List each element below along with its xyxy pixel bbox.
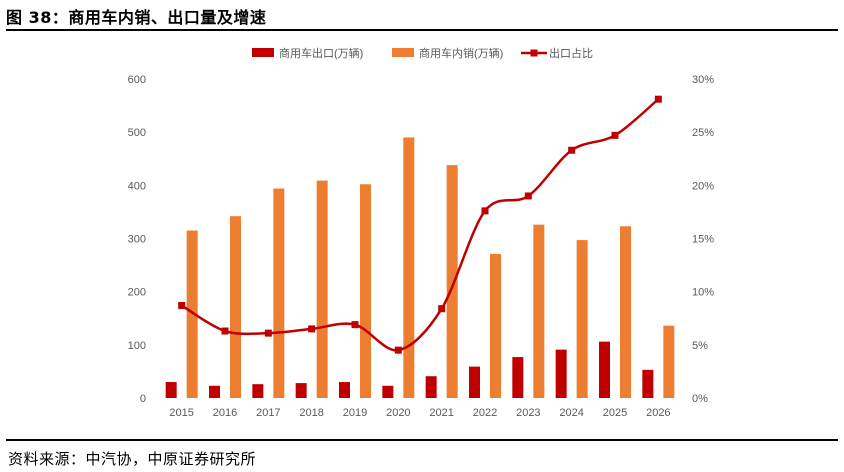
domestic-bar bbox=[273, 188, 285, 398]
y-right-tick-label: 20% bbox=[692, 180, 714, 192]
y-right-tick-label: 30% bbox=[692, 74, 714, 86]
x-tick-label: 2022 bbox=[473, 407, 497, 419]
legend-swatch-export bbox=[252, 48, 274, 57]
export-ratio-marker bbox=[654, 95, 662, 103]
y-right-tick-label: 15% bbox=[692, 234, 714, 246]
legend-label-export: 商用车出口(万辆) bbox=[279, 46, 363, 60]
x-tick-label: 2026 bbox=[646, 407, 670, 419]
export-ratio-marker bbox=[524, 192, 532, 200]
y-left-tick-label: 300 bbox=[128, 234, 146, 246]
domestic-bar bbox=[576, 240, 588, 398]
export-bar bbox=[295, 383, 307, 398]
x-tick-label: 2021 bbox=[429, 407, 453, 419]
export-ratio-marker bbox=[394, 346, 402, 354]
y-right-tick-label: 25% bbox=[692, 127, 714, 139]
x-tick-label: 2015 bbox=[169, 407, 193, 419]
export-ratio-marker bbox=[178, 301, 186, 309]
y-right-tick-label: 10% bbox=[692, 287, 714, 299]
legend-label-ratio: 出口占比 bbox=[549, 46, 593, 60]
export-bar bbox=[599, 341, 610, 398]
export-bar bbox=[209, 385, 220, 398]
domestic-bar bbox=[663, 325, 675, 398]
x-tick-label: 2025 bbox=[603, 407, 627, 419]
x-tick-label: 2017 bbox=[256, 407, 280, 419]
export-bar bbox=[252, 384, 264, 398]
export-bar bbox=[642, 369, 654, 398]
domestic-bar bbox=[360, 184, 371, 398]
y-left-tick-label: 0 bbox=[140, 393, 146, 405]
domestic-bar bbox=[186, 230, 198, 398]
export-bar bbox=[512, 357, 524, 398]
y-left-tick-label: 200 bbox=[128, 287, 146, 299]
export-ratio-marker bbox=[308, 325, 316, 333]
export-ratio-marker bbox=[481, 207, 489, 215]
combo-chart: 0 100 200 300 400 500 600 0% 5% 10% 15% 20% 25% 30% 20… bbox=[128, 46, 715, 419]
export-ratio-marker bbox=[221, 327, 229, 335]
x-tick-label: 2024 bbox=[559, 407, 583, 419]
domestic-bar bbox=[533, 224, 545, 398]
title-rule bbox=[6, 29, 838, 31]
export-bar bbox=[469, 366, 480, 398]
figure-title: 图 38：商用车内销、出口量及增速 bbox=[6, 8, 267, 27]
domestic-bar bbox=[490, 253, 501, 398]
export-bar bbox=[165, 382, 177, 398]
y-left-tick-label: 400 bbox=[128, 180, 146, 192]
export-bar bbox=[555, 349, 567, 398]
y-right-tick-label: 0% bbox=[692, 393, 708, 405]
domestic-bar bbox=[446, 165, 458, 398]
y-left-tick-label: 600 bbox=[128, 74, 146, 86]
export-bar bbox=[425, 376, 437, 398]
export-ratio-marker bbox=[438, 305, 446, 313]
export-ratio-marker bbox=[568, 146, 576, 154]
legend-label-domestic: 商用车内销(万辆) bbox=[419, 46, 503, 60]
export-bar bbox=[382, 385, 394, 398]
x-tick-label: 2016 bbox=[213, 407, 237, 419]
x-tick-label: 2019 bbox=[343, 407, 367, 419]
x-tick-label: 2023 bbox=[516, 407, 540, 419]
legend-swatch-domestic bbox=[392, 48, 414, 57]
y-left-tick-label: 100 bbox=[128, 340, 146, 352]
x-tick-label: 2018 bbox=[299, 407, 323, 419]
y-right-tick-label: 5% bbox=[692, 340, 708, 352]
y-left-tick-label: 500 bbox=[128, 127, 146, 139]
export-ratio-marker bbox=[611, 131, 619, 139]
domestic-bar bbox=[403, 137, 415, 398]
export-ratio-marker bbox=[351, 321, 359, 329]
domestic-bar bbox=[316, 180, 328, 398]
export-bar bbox=[339, 382, 350, 398]
x-tick-label: 2020 bbox=[386, 407, 410, 419]
domestic-bar bbox=[230, 216, 241, 398]
domestic-bar bbox=[620, 226, 631, 398]
legend-swatch-ratio-marker bbox=[530, 49, 538, 57]
export-ratio-marker bbox=[264, 329, 272, 337]
source-rule bbox=[6, 439, 838, 441]
source-note: 资料来源：中汽协，中原证券研究所 bbox=[8, 450, 257, 468]
